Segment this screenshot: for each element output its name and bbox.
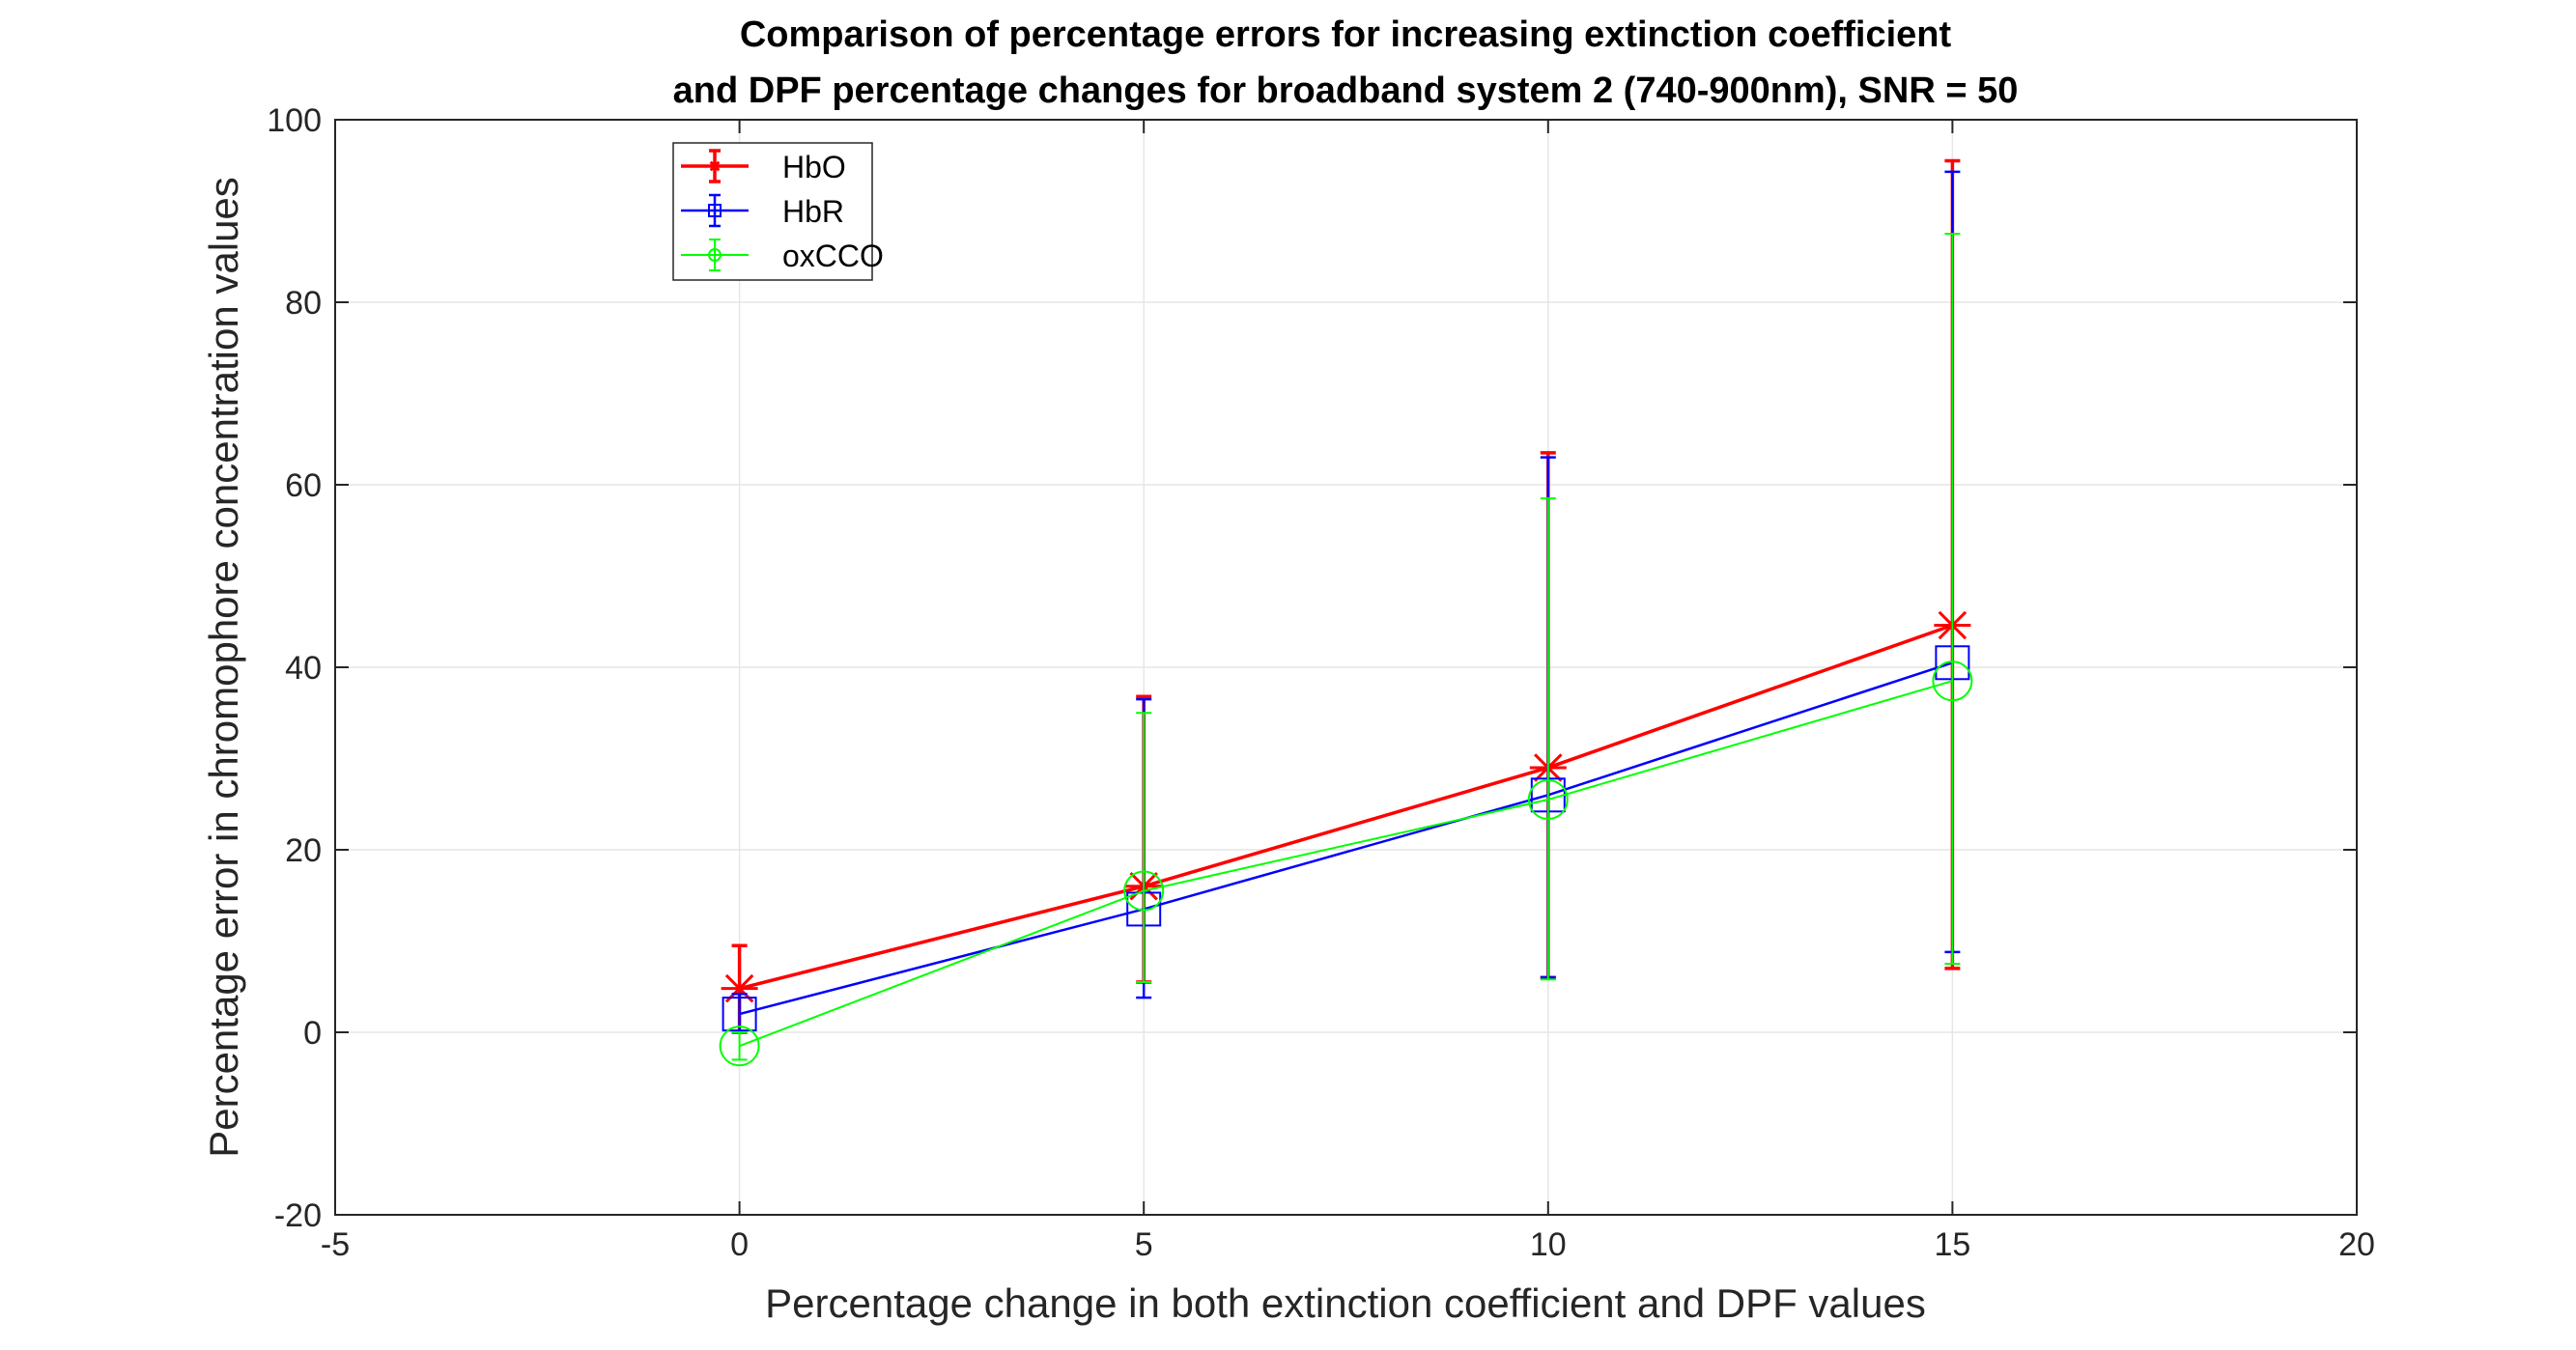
series-line-oxcco xyxy=(739,680,1953,1048)
y-tick-label: 60 xyxy=(285,467,322,504)
x-tick-label: 5 xyxy=(1135,1226,1153,1263)
legend-marker-hbr xyxy=(708,204,722,217)
y-tick-label: -20 xyxy=(274,1197,322,1234)
x-tick-label: -5 xyxy=(321,1226,350,1263)
data-point-oxcco xyxy=(1527,779,1569,821)
y-tick-label: 100 xyxy=(267,102,322,139)
y-tick-label: 40 xyxy=(285,650,322,687)
series-hbo xyxy=(721,158,1971,1034)
series-line-hbo xyxy=(739,623,1953,991)
series-line-hbr xyxy=(739,661,1953,1016)
legend-label-oxcco: oxCCO xyxy=(782,239,884,273)
x-tick-label: 10 xyxy=(1530,1226,1567,1263)
y-tick-label: 80 xyxy=(285,285,322,322)
series xyxy=(719,158,1973,1067)
legend-marker-hbo xyxy=(709,160,721,172)
data-point-hbr xyxy=(722,997,757,1032)
x-tick-label: 0 xyxy=(730,1226,749,1263)
x-tick-label: 15 xyxy=(1934,1226,1970,1263)
legend-symbols xyxy=(681,149,749,271)
legend-label-hbr: HbR xyxy=(782,194,844,229)
series-hbr xyxy=(722,170,1970,1034)
axis-ticks: -5 0 5 10 15 20 -20 0 20 40 60 80 100 xyxy=(267,102,2375,1263)
data-point-oxcco xyxy=(1932,661,1973,702)
data-point-hbo xyxy=(721,970,758,1007)
x-axis-label: Percentage change in both extinction coe… xyxy=(765,1280,1926,1326)
x-tick-label: 20 xyxy=(2338,1226,2375,1263)
chart-title-line-1: Comparison of percentage errors for incr… xyxy=(740,14,1952,55)
series-oxcco xyxy=(719,233,1973,1067)
legend-marker-oxcco xyxy=(708,248,722,262)
data-point-oxcco xyxy=(1123,870,1165,912)
chart-title-line-2: and DPF percentage changes for broadband… xyxy=(673,70,2019,111)
legend-label-hbo: HbO xyxy=(782,150,846,184)
y-axis-label: Percentage error in chromophore concentr… xyxy=(201,177,246,1158)
grid xyxy=(334,119,2358,1216)
legend: HbO HbR oxCCO xyxy=(672,142,884,281)
y-tick-label: 0 xyxy=(303,1015,322,1052)
data-point-oxcco xyxy=(719,1026,760,1067)
y-tick-label: 20 xyxy=(285,832,322,869)
